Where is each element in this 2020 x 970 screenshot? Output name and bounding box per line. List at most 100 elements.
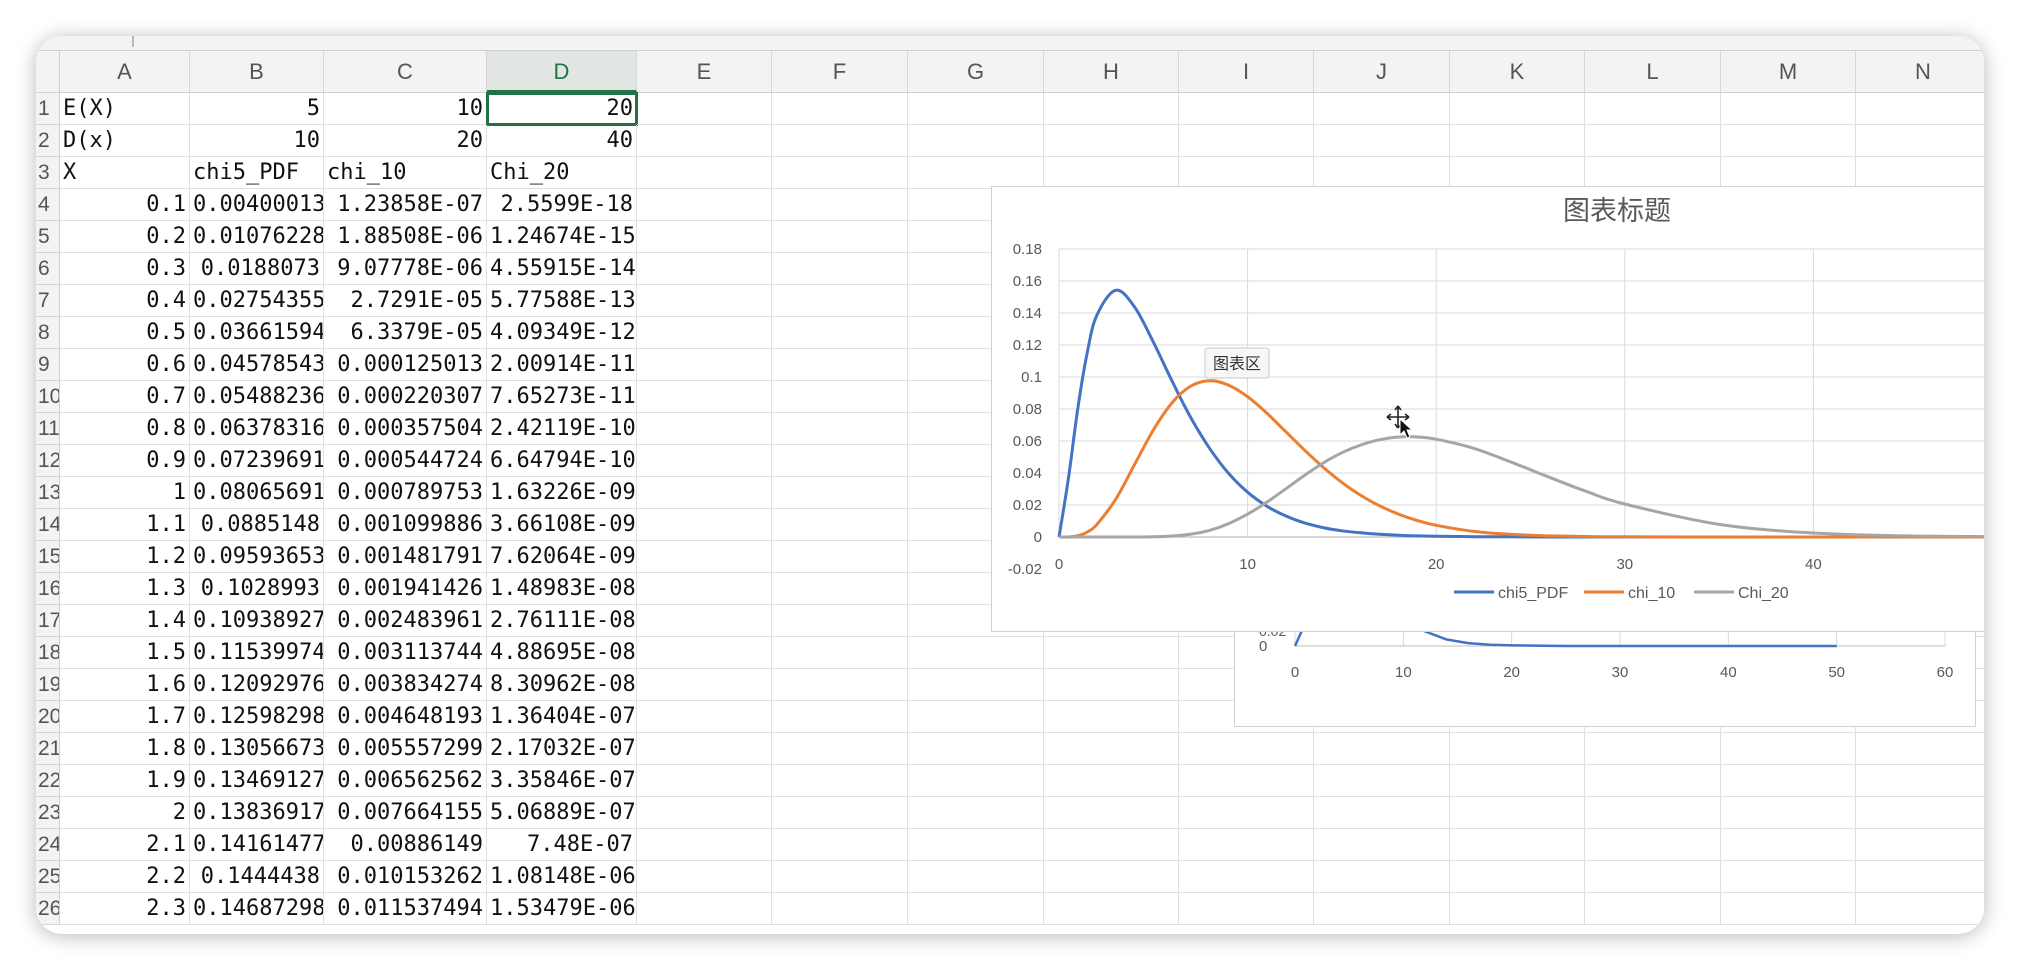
- row-header-19[interactable]: 19: [36, 669, 60, 701]
- cell-b9[interactable]: 0.04578543: [190, 349, 324, 381]
- row-header-24[interactable]: 24: [36, 829, 60, 861]
- cell-c2[interactable]: 20: [324, 125, 487, 157]
- column-header-d[interactable]: D: [487, 51, 637, 93]
- cell-a11[interactable]: 0.8: [60, 413, 190, 445]
- cell-a19[interactable]: 1.6: [60, 669, 190, 701]
- cell-a13[interactable]: 1: [60, 477, 190, 509]
- cell-e5[interactable]: [637, 221, 772, 253]
- cell-c7[interactable]: 2.7291E-05: [324, 285, 487, 317]
- cell-f25[interactable]: [772, 861, 908, 893]
- cell-c14[interactable]: 0.001099886: [324, 509, 487, 541]
- cell-f5[interactable]: [772, 221, 908, 253]
- row-header-3[interactable]: 3: [36, 157, 60, 189]
- column-header-f[interactable]: F: [772, 51, 908, 93]
- cell-b19[interactable]: 0.12092976: [190, 669, 324, 701]
- cell-i1[interactable]: [1179, 93, 1314, 125]
- cell-g23[interactable]: [908, 797, 1044, 829]
- cell-f11[interactable]: [772, 413, 908, 445]
- cell-k24[interactable]: [1450, 829, 1585, 861]
- cell-n1[interactable]: [1856, 93, 1984, 125]
- cell-l24[interactable]: [1585, 829, 1721, 861]
- row-header-13[interactable]: 13: [36, 477, 60, 509]
- cell-l1[interactable]: [1585, 93, 1721, 125]
- row-header-15[interactable]: 15: [36, 541, 60, 573]
- cell-i23[interactable]: [1179, 797, 1314, 829]
- cell-m2[interactable]: [1721, 125, 1856, 157]
- cell-d5[interactable]: 1.24674E-15: [487, 221, 637, 253]
- row-header-5[interactable]: 5: [36, 221, 60, 253]
- cell-f7[interactable]: [772, 285, 908, 317]
- cell-b22[interactable]: 0.13469127: [190, 765, 324, 797]
- cell-a10[interactable]: 0.7: [60, 381, 190, 413]
- cell-j26[interactable]: [1314, 893, 1450, 925]
- cell-l2[interactable]: [1585, 125, 1721, 157]
- cell-b12[interactable]: 0.07239691: [190, 445, 324, 477]
- cell-d25[interactable]: 1.08148E-06: [487, 861, 637, 893]
- cell-j22[interactable]: [1314, 765, 1450, 797]
- cell-a20[interactable]: 1.7: [60, 701, 190, 733]
- cell-d15[interactable]: 7.62064E-09: [487, 541, 637, 573]
- row-header-26[interactable]: 26: [36, 893, 60, 925]
- column-header-h[interactable]: H: [1044, 51, 1179, 93]
- row-header-20[interactable]: 20: [36, 701, 60, 733]
- cell-c22[interactable]: 0.006562562: [324, 765, 487, 797]
- cell-j24[interactable]: [1314, 829, 1450, 861]
- cell-d18[interactable]: 4.88695E-08: [487, 637, 637, 669]
- cell-d6[interactable]: 4.55915E-14: [487, 253, 637, 285]
- cell-h1[interactable]: [1044, 93, 1179, 125]
- cell-e23[interactable]: [637, 797, 772, 829]
- cell-b16[interactable]: 0.1028993: [190, 573, 324, 605]
- cell-d17[interactable]: 2.76111E-08: [487, 605, 637, 637]
- cell-a16[interactable]: 1.3: [60, 573, 190, 605]
- cell-e20[interactable]: [637, 701, 772, 733]
- cell-f13[interactable]: [772, 477, 908, 509]
- cell-c18[interactable]: 0.003113744: [324, 637, 487, 669]
- cell-m22[interactable]: [1721, 765, 1856, 797]
- cell-l22[interactable]: [1585, 765, 1721, 797]
- cell-e4[interactable]: [637, 189, 772, 221]
- cell-h19[interactable]: [1044, 669, 1179, 701]
- cell-a3[interactable]: X: [60, 157, 190, 189]
- cell-c4[interactable]: 1.23858E-07: [324, 189, 487, 221]
- cell-d7[interactable]: 5.77588E-13: [487, 285, 637, 317]
- row-header-8[interactable]: 8: [36, 317, 60, 349]
- chart-main[interactable]: 图表标题 -0.02 0 0.02 0.04 0.06 0.08 0.1 0.12 0.14 0.1…: [991, 186, 1984, 632]
- cell-a6[interactable]: 0.3: [60, 253, 190, 285]
- cell-h3[interactable]: [1044, 157, 1179, 189]
- cell-a9[interactable]: 0.6: [60, 349, 190, 381]
- cell-c1[interactable]: 10: [324, 93, 487, 125]
- cell-e19[interactable]: [637, 669, 772, 701]
- cell-i21[interactable]: [1179, 733, 1314, 765]
- cell-f10[interactable]: [772, 381, 908, 413]
- cell-k1[interactable]: [1450, 93, 1585, 125]
- cell-e22[interactable]: [637, 765, 772, 797]
- cell-g22[interactable]: [908, 765, 1044, 797]
- cell-f15[interactable]: [772, 541, 908, 573]
- cell-c15[interactable]: 0.001481791: [324, 541, 487, 573]
- row-header-11[interactable]: 11: [36, 413, 60, 445]
- cell-d20[interactable]: 1.36404E-07: [487, 701, 637, 733]
- cell-b24[interactable]: 0.14161477: [190, 829, 324, 861]
- cell-i26[interactable]: [1179, 893, 1314, 925]
- cell-c17[interactable]: 0.002483961: [324, 605, 487, 637]
- cell-h25[interactable]: [1044, 861, 1179, 893]
- cell-b3[interactable]: chi5_PDF: [190, 157, 324, 189]
- cell-g3[interactable]: [908, 157, 1044, 189]
- cell-l23[interactable]: [1585, 797, 1721, 829]
- cell-a25[interactable]: 2.2: [60, 861, 190, 893]
- cell-g21[interactable]: [908, 733, 1044, 765]
- cell-e25[interactable]: [637, 861, 772, 893]
- cell-k21[interactable]: [1450, 733, 1585, 765]
- cell-b23[interactable]: 0.13836917: [190, 797, 324, 829]
- cell-e24[interactable]: [637, 829, 772, 861]
- cell-e26[interactable]: [637, 893, 772, 925]
- cell-b1[interactable]: 5: [190, 93, 324, 125]
- cell-e15[interactable]: [637, 541, 772, 573]
- cell-c26[interactable]: 0.011537494: [324, 893, 487, 925]
- cell-f24[interactable]: [772, 829, 908, 861]
- cell-c12[interactable]: 0.000544724: [324, 445, 487, 477]
- select-all-corner[interactable]: [36, 51, 60, 93]
- row-header-12[interactable]: 12: [36, 445, 60, 477]
- cell-d2[interactable]: 40: [487, 125, 637, 157]
- cell-c6[interactable]: 9.07778E-06: [324, 253, 487, 285]
